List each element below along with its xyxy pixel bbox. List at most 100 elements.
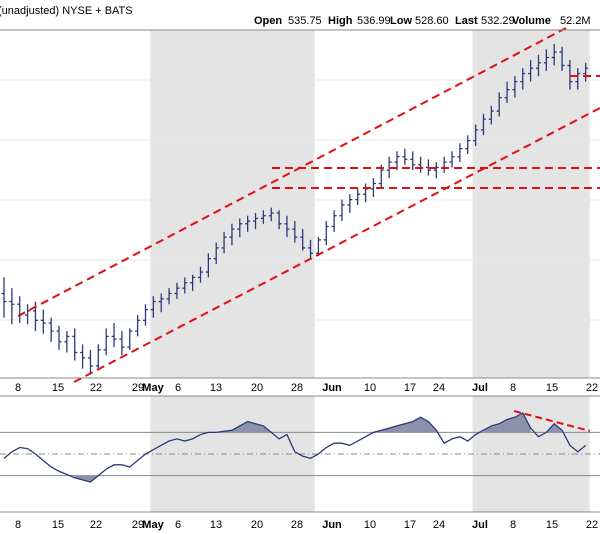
high-value: 536.99 [357,15,391,27]
x-tick-label-bottom: 13 [210,519,222,531]
ohlc-bar [473,124,479,146]
x-tick-label-bottom: May [142,519,164,531]
open-value: 535.75 [288,15,322,27]
ohlc-bar [559,46,565,71]
ohlc-bar [237,218,243,238]
x-tick-label: 10 [364,382,376,394]
ohlc-bar [355,188,361,205]
ohlc-bar [174,282,180,299]
ohlc-bar [323,221,329,246]
oscillator-overbought-fill [546,423,563,433]
ohlc-bar [496,92,502,117]
x-tick-label: Jul [472,382,488,394]
ohlc-bar [40,309,46,334]
x-tick-label: 17 [404,382,416,394]
x-tick-label: 28 [291,382,303,394]
ohlc-bar [158,293,164,313]
chart-header: (unadjusted) NYSE + BATS Open 535.75 Hig… [0,5,591,27]
ohlc-bar [480,113,486,136]
ohlc-bar [190,274,196,291]
ohlc-bar [567,60,573,90]
x-tick-label-bottom: Jun [322,519,342,531]
ohlc-bar [543,49,549,71]
chart-subtitle: (unadjusted) NYSE + BATS [0,5,133,17]
oscillator-panel [0,395,600,513]
x-tick-label-bottom: 8 [15,519,21,531]
ohlc-bar [583,62,589,82]
ohlc-bar [198,266,203,283]
volume-value: 52.2M [560,15,591,27]
oscillator-divergence-line [513,410,591,432]
ohlc-bar [433,162,439,179]
ohlc-bar [315,237,321,256]
x-tick-label: 15 [546,382,558,394]
ohlc-bar [127,328,133,350]
ohlc-bar [347,194,353,214]
ohlc-bar [504,81,510,104]
ohlc-bar [166,288,172,305]
x-tick-label: 8 [510,382,516,394]
ohlc-bar [142,304,148,326]
ohlc-bar [205,253,211,278]
x-tick-label: 24 [433,382,445,394]
x-tick-label-bottom: 10 [364,519,376,531]
x-tick-label: 29 [132,382,144,394]
ohlc-bar [331,210,337,232]
ohlc-bar [449,151,455,168]
ohlc-bar [300,229,306,251]
ohlc-bar [1,277,7,318]
x-tick-label: Jun [322,382,342,394]
ohlc-bar [457,143,463,163]
ohlc-bar [213,242,219,264]
ohlc-bar [87,349,93,374]
x-tick-label: 8 [15,382,21,394]
oscillator-series [3,412,587,483]
oscillator-oversold-fill [74,475,99,483]
x-tick-label-bottom: 8 [510,519,516,531]
ohlc-bar [111,323,117,348]
ohlc-bar [284,215,290,238]
high-label: High [328,15,353,27]
x-tick-label: 20 [251,382,263,394]
x-tick-label-bottom: 15 [546,519,558,531]
ohlc-bar [535,54,541,77]
last-label: Last [455,15,478,27]
low-label: Low [390,15,412,27]
ohlc-bar [402,148,408,165]
ohlc-bar [95,344,101,369]
ohlc-bar [150,296,156,318]
x-tick-label-bottom: 6 [175,519,181,531]
ohlc-bar [575,68,581,90]
ohlc-bar [488,105,494,125]
ohlc-bar [260,210,266,224]
x-tick-label: 22 [586,382,598,394]
trendlines [17,27,600,383]
ohlc-bar [276,210,282,230]
x-tick-label-bottom: 22 [586,519,598,531]
ohlc-bar [135,314,141,337]
ohlc-bar [520,68,526,90]
ohlc-bar [339,199,345,222]
x-tick-label-bottom: 22 [90,519,102,531]
ohlc-bar [512,76,518,98]
ohlc-bar [370,178,376,197]
low-value: 528.60 [415,15,449,27]
x-tick-label-bottom: 20 [251,519,263,531]
ohlc-bar [64,331,70,353]
x-tick-label: 13 [210,382,222,394]
ohlc-bar [72,328,78,361]
x-tick-label-bottom: Jul [472,519,488,531]
volume-label: Volume [512,15,551,27]
ohlc-bar [9,288,15,325]
ohlc-bar [308,239,314,259]
ohlc-bar [80,344,86,369]
ohlc-bar [221,231,227,254]
ohlc-bar [119,331,125,356]
x-tick-label: 6 [175,382,181,394]
open-label: Open [254,15,282,27]
ohlc-bar [25,304,31,325]
ohlc-bar [253,213,259,230]
oscillator-line [3,412,587,483]
